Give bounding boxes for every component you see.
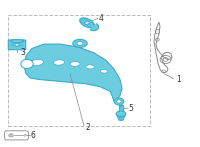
Ellipse shape xyxy=(21,59,33,69)
Text: 1: 1 xyxy=(172,75,181,84)
Polygon shape xyxy=(80,18,94,28)
Ellipse shape xyxy=(77,41,83,45)
Ellipse shape xyxy=(100,69,108,73)
Polygon shape xyxy=(24,44,122,101)
Text: 2: 2 xyxy=(86,123,91,132)
Ellipse shape xyxy=(10,40,24,43)
Ellipse shape xyxy=(85,21,89,24)
Ellipse shape xyxy=(31,59,43,66)
Polygon shape xyxy=(117,115,125,121)
Ellipse shape xyxy=(117,100,121,103)
Ellipse shape xyxy=(120,105,122,107)
Ellipse shape xyxy=(86,65,94,69)
Text: 6: 6 xyxy=(30,131,35,140)
Ellipse shape xyxy=(54,60,64,65)
Ellipse shape xyxy=(116,111,126,117)
Ellipse shape xyxy=(114,98,124,105)
FancyBboxPatch shape xyxy=(119,105,123,115)
Polygon shape xyxy=(90,24,99,30)
Text: 5: 5 xyxy=(128,104,133,113)
FancyBboxPatch shape xyxy=(8,40,26,50)
Text: 4: 4 xyxy=(98,14,103,23)
Text: 3: 3 xyxy=(20,48,25,57)
Ellipse shape xyxy=(70,62,80,66)
Ellipse shape xyxy=(15,43,19,46)
Ellipse shape xyxy=(73,39,87,47)
